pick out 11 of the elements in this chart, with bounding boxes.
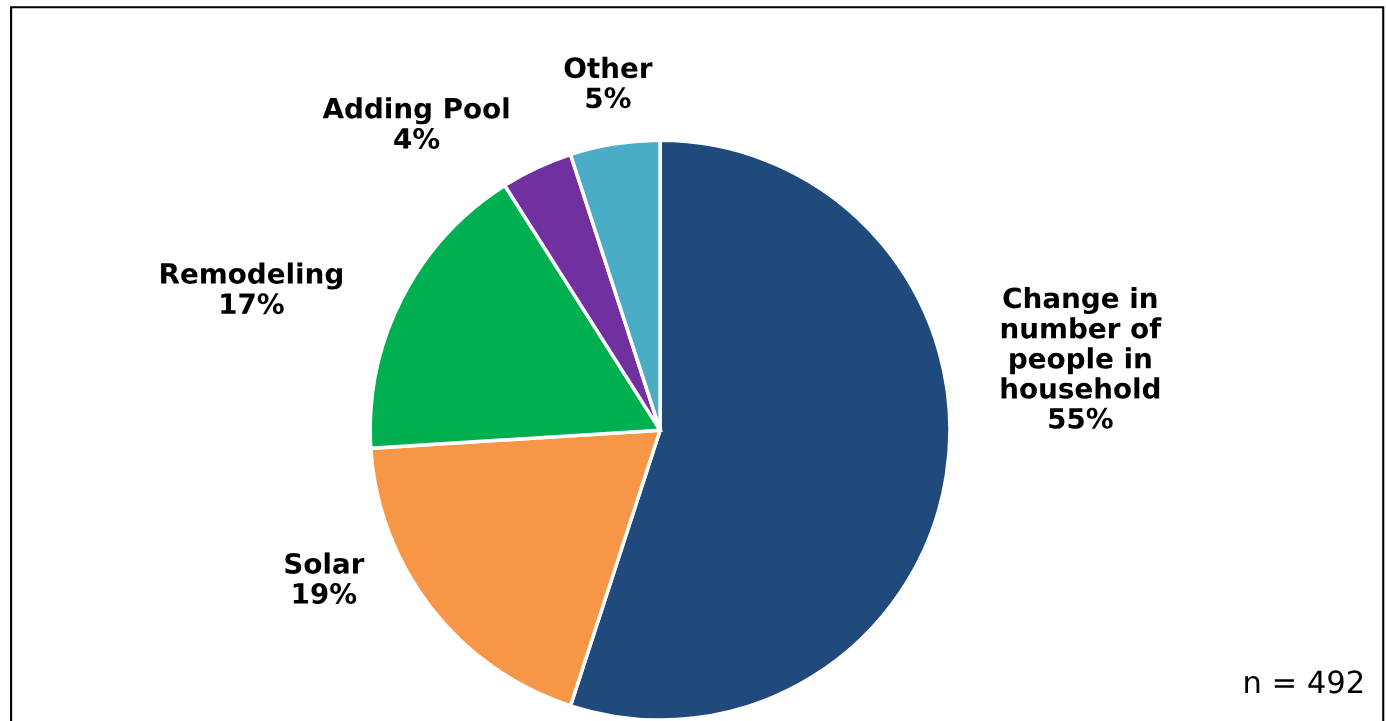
slice-label: Other <box>564 56 653 79</box>
data-label: 19% <box>293 582 357 604</box>
data-label: 4% <box>394 128 440 150</box>
slice-label: Change in number of people in household <box>1001 286 1162 399</box>
data-label: 55% <box>1049 407 1113 429</box>
slice-label: Remodeling <box>161 262 342 290</box>
text: n = 492 <box>1245 670 1363 694</box>
slice-label: Adding Pool <box>322 97 509 125</box>
data-label: 5% <box>586 87 631 109</box>
slice-label: Solar <box>285 552 365 574</box>
data-label: 17% <box>221 293 284 315</box>
